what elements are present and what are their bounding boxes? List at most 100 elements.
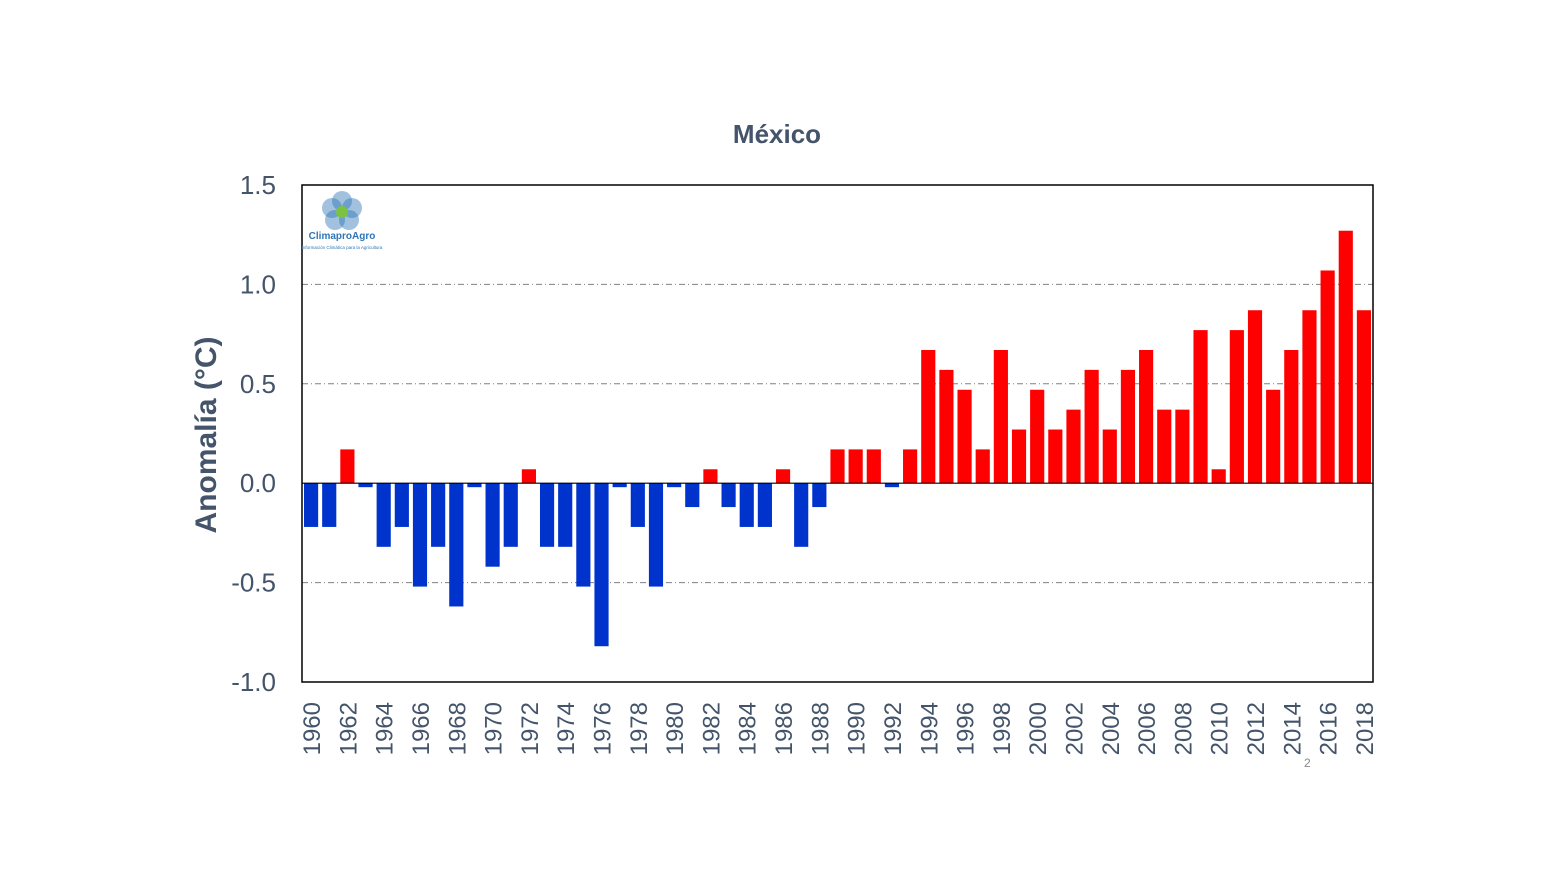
- bar-1969: [467, 483, 482, 488]
- bars: [304, 230, 1371, 647]
- x-tick-label: 1972: [517, 702, 544, 755]
- bar-1988: [812, 483, 827, 508]
- x-tick-label: 2004: [1098, 702, 1125, 755]
- bar-2008: [1175, 409, 1190, 484]
- bar-2004: [1102, 429, 1117, 484]
- x-tick-label: 1962: [335, 702, 362, 755]
- bar-1960: [304, 483, 319, 527]
- bar-1962: [340, 449, 355, 484]
- y-tick-label: -1.0: [231, 667, 276, 697]
- y-axis-label: Anomalía (°C): [190, 336, 223, 533]
- bar-2014: [1284, 350, 1299, 484]
- bar-1999: [1011, 429, 1027, 484]
- bar-1980: [667, 483, 682, 488]
- bar-1979: [648, 483, 664, 587]
- bar-1983: [721, 483, 736, 508]
- bar-1993: [903, 449, 918, 484]
- bar-1970: [485, 483, 500, 567]
- bar-2017: [1338, 230, 1353, 484]
- bar-1997: [975, 449, 990, 484]
- x-tick-label: 1994: [916, 702, 943, 755]
- bar-1974: [558, 483, 573, 547]
- bar-1977: [612, 483, 627, 488]
- bar-1965: [394, 483, 409, 527]
- bar-1998: [993, 350, 1008, 484]
- x-tick-label: 1966: [408, 702, 435, 755]
- y-tick-label: 0.0: [240, 468, 276, 498]
- bar-1975: [576, 483, 591, 587]
- x-tick-label: 2008: [1170, 702, 1197, 755]
- bar-1976: [594, 483, 609, 647]
- bar-2009: [1193, 330, 1208, 484]
- bar-1985: [757, 483, 772, 527]
- bar-1968: [449, 483, 464, 607]
- bar-1992: [884, 483, 900, 488]
- bar-2012: [1247, 310, 1263, 484]
- x-tick-label: 1964: [372, 702, 399, 755]
- bar-1987: [794, 483, 809, 547]
- logo-tagline: Información Climática para la Agricultur…: [302, 245, 383, 250]
- bar-2002: [1066, 409, 1081, 484]
- x-tick-label: 2014: [1279, 702, 1306, 755]
- x-tick-label: 1986: [771, 702, 798, 755]
- x-tick-label: 2012: [1243, 702, 1270, 755]
- bar-1990: [848, 449, 863, 484]
- x-tick-label: 1982: [698, 702, 725, 755]
- logo-name: ClimaproAgro: [309, 231, 376, 242]
- x-tick-label: 2000: [1025, 702, 1052, 755]
- bar-1971: [503, 483, 518, 547]
- gridlines: [302, 283, 1373, 584]
- logo-flower-icon: [322, 191, 362, 230]
- bar-1963: [358, 483, 373, 488]
- bar-1967: [431, 483, 446, 547]
- x-tick-label: 1992: [880, 702, 907, 755]
- x-tick-label: 2018: [1352, 702, 1379, 755]
- bar-1989: [830, 449, 845, 484]
- bar-2006: [1139, 350, 1154, 484]
- y-tick-label: 1.0: [240, 269, 276, 299]
- page-number: 2: [1304, 756, 1311, 770]
- x-tick-label: 1976: [590, 702, 617, 755]
- bar-1984: [739, 483, 754, 527]
- x-tick-label: 1990: [844, 702, 871, 755]
- bar-1986: [775, 469, 791, 484]
- x-tick-label: 1970: [481, 702, 508, 755]
- bar-2016: [1320, 270, 1335, 484]
- bar-2000: [1030, 389, 1045, 484]
- plot-area-frame: [301, 184, 1374, 683]
- bar-1966: [412, 483, 428, 587]
- bar-2018: [1356, 310, 1371, 484]
- bar-1982: [703, 469, 718, 484]
- x-tick-label: 1988: [807, 702, 834, 755]
- bar-1995: [939, 369, 954, 484]
- x-tick-label: 1968: [444, 702, 471, 755]
- bar-2005: [1120, 369, 1136, 484]
- y-tick-label: 0.5: [240, 369, 276, 399]
- bar-2013: [1266, 389, 1281, 484]
- bar-2010: [1211, 469, 1226, 484]
- x-tick-label: 1996: [953, 702, 980, 755]
- bar-1972: [521, 469, 536, 484]
- x-tick-label: 1984: [735, 702, 762, 755]
- bar-2007: [1157, 409, 1172, 484]
- x-tick-label: 1974: [553, 702, 580, 755]
- y-tick-labels: 1.5 1.0 0.5 0.0 -0.5 -1.0: [231, 170, 276, 697]
- bar-1964: [376, 483, 391, 547]
- bar-2001: [1048, 429, 1063, 484]
- bar-2003: [1084, 369, 1099, 484]
- bar-1994: [921, 350, 936, 484]
- climaproagro-logo: ClimaproAgro Información Climática para …: [302, 191, 383, 250]
- y-tick-label: -0.5: [231, 568, 276, 598]
- bar-1978: [630, 483, 645, 527]
- x-tick-label: 2010: [1207, 702, 1234, 755]
- bar-1973: [539, 483, 555, 547]
- x-tick-label: 1998: [989, 702, 1016, 755]
- bar-1996: [957, 389, 972, 484]
- bar-2011: [1229, 330, 1244, 484]
- x-tick-label: 2006: [1134, 702, 1161, 755]
- bar-1981: [685, 483, 700, 508]
- chart-title: México: [733, 119, 821, 149]
- x-tick-label: 1960: [299, 702, 326, 755]
- bar-1991: [866, 449, 881, 484]
- x-tick-label: 1980: [662, 702, 689, 755]
